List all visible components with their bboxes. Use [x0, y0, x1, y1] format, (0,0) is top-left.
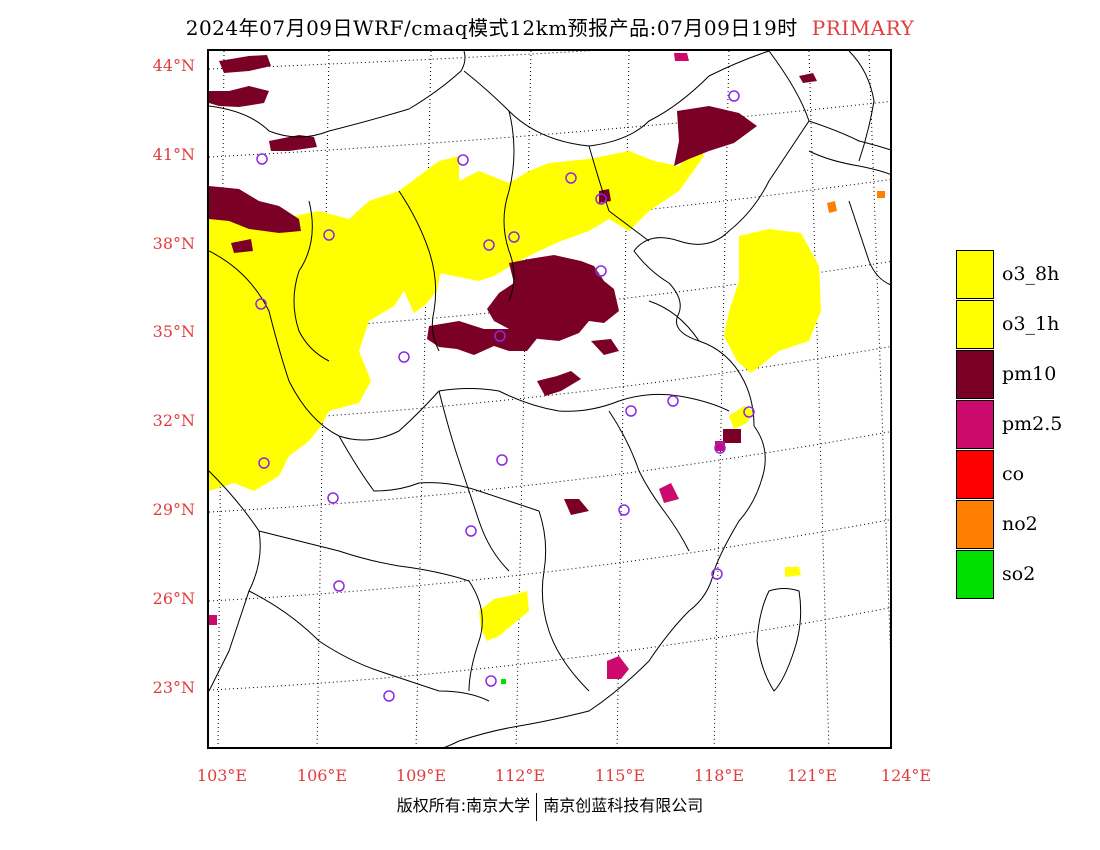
site-marker [333, 580, 345, 592]
lon-label-109: 109°E [395, 766, 447, 785]
legend-label: o3_8h [1002, 263, 1060, 285]
site-marker [711, 568, 723, 580]
legend-item-pm10: pm10 [956, 349, 1062, 399]
lat-label-35: 35°N [152, 322, 195, 341]
site-marker [465, 525, 477, 537]
legend-swatch [956, 549, 994, 599]
lon-label-115: 115°E [594, 766, 646, 785]
map-title: 2024年07月09日WRF/cmaq模式12km预报产品:07月09日19时 P… [0, 12, 1100, 41]
site-marker [667, 395, 679, 407]
site-marker [625, 405, 637, 417]
no2-regions [827, 191, 885, 213]
site-marker [258, 457, 270, 469]
legend-label: o3_1h [1002, 313, 1060, 335]
lat-label-23: 23°N [152, 678, 195, 697]
lat-label-26: 26°N [152, 589, 195, 608]
site-marker [743, 406, 755, 418]
legend-swatch [956, 249, 994, 299]
copyright-left: 版权所有:南京大学 [396, 796, 531, 815]
legend-item-no2: no2 [956, 499, 1062, 549]
legend-item-so2: so2 [956, 549, 1062, 599]
legend-label: pm2.5 [1002, 413, 1063, 435]
copyright-divider [536, 792, 538, 821]
boundary-lines [209, 51, 890, 747]
legend-swatch [956, 299, 994, 349]
site-marker [565, 172, 577, 184]
lat-label-41: 41°N [152, 145, 195, 164]
copyright-right: 南京创蓝科技有限公司 [543, 796, 704, 815]
site-marker [595, 193, 607, 205]
legend-label: no2 [1002, 513, 1038, 535]
legend-label: pm10 [1002, 363, 1057, 385]
legend-swatch [956, 349, 994, 399]
lat-label-44: 44°N [152, 56, 195, 75]
legend-swatch [956, 449, 994, 499]
map-canvas [209, 51, 890, 747]
pm25-regions [209, 53, 725, 679]
lon-label-112: 112°E [494, 766, 546, 785]
lat-label-32: 32°N [152, 411, 195, 430]
legend-swatch [956, 499, 994, 549]
legend-item-o3-8h: o3_8h [956, 249, 1062, 299]
so2-regions [501, 679, 506, 684]
site-marker [728, 90, 740, 102]
site-marker [398, 351, 410, 363]
legend-swatch [956, 399, 994, 449]
lon-label-118: 118°E [693, 766, 745, 785]
site-marker [327, 492, 339, 504]
o3-regions [209, 146, 821, 641]
legend-item-o3-1h: o3_1h [956, 299, 1062, 349]
lon-label-124: 124°E [880, 766, 932, 785]
site-marker [457, 154, 469, 166]
site-marker [494, 330, 506, 342]
legend-item-co: co [956, 449, 1062, 499]
site-marker [595, 265, 607, 277]
legend-label: so2 [1002, 563, 1036, 585]
copyright: 版权所有:南京大学 南京创蓝科技有限公司 [0, 792, 1100, 821]
lat-label-38: 38°N [152, 234, 195, 253]
site-marker [323, 229, 335, 241]
site-marker [714, 442, 726, 454]
site-marker [256, 153, 268, 165]
site-marker [383, 690, 395, 702]
site-marker [496, 454, 508, 466]
site-marker [255, 298, 267, 310]
lat-label-29: 29°N [152, 500, 195, 519]
title-text: 2024年07月09日WRF/cmaq模式12km预报产品:07月09日19时 [185, 16, 798, 40]
legend: o3_8h o3_1h pm10 pm2.5 co no2 so2 [956, 249, 1062, 599]
site-marker [618, 504, 630, 516]
lon-label-103: 103°E [196, 766, 248, 785]
primary-label: PRIMARY [811, 16, 915, 40]
site-marker [508, 231, 520, 243]
legend-item-pm25: pm2.5 [956, 399, 1062, 449]
forecast-map [207, 49, 892, 749]
site-marker [483, 239, 495, 251]
lon-label-106: 106°E [296, 766, 348, 785]
legend-label: co [1002, 463, 1025, 485]
site-marker [485, 675, 497, 687]
pm10-regions [209, 55, 817, 515]
lon-label-121: 121°E [786, 766, 838, 785]
site-markers [255, 90, 755, 702]
